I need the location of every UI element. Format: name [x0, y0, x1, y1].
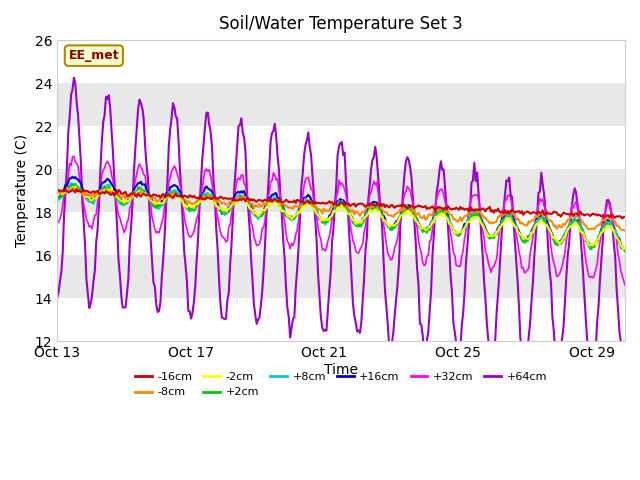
Bar	[57, 298, 625, 341]
Bar	[57, 169, 625, 212]
Legend: -16cm, -8cm, -2cm, +2cm, +8cm, +16cm, +32cm, +64cm: -16cm, -8cm, -2cm, +2cm, +8cm, +16cm, +3…	[131, 368, 552, 402]
Title: Soil/Water Temperature Set 3: Soil/Water Temperature Set 3	[220, 15, 463, 33]
Text: EE_met: EE_met	[68, 49, 119, 62]
Bar	[57, 83, 625, 126]
Bar	[57, 212, 625, 255]
Y-axis label: Temperature (C): Temperature (C)	[15, 134, 29, 247]
Bar	[57, 255, 625, 298]
Bar	[57, 126, 625, 169]
Bar	[57, 40, 625, 83]
X-axis label: Time: Time	[324, 363, 358, 377]
